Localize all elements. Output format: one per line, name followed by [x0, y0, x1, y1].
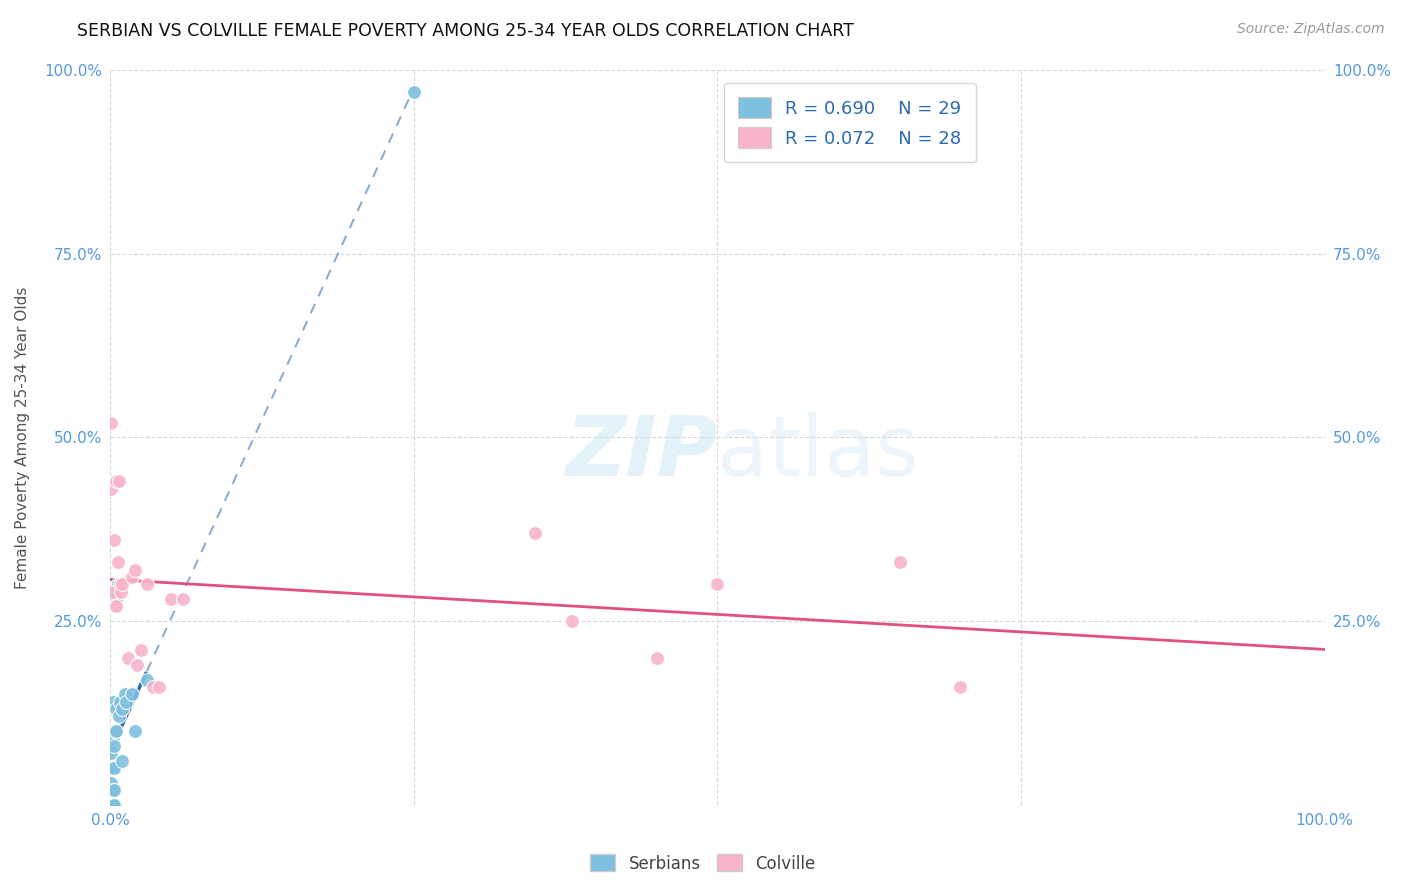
Point [101, 731, 124, 746]
Point [142, 680, 165, 694]
Point [110, 584, 132, 599]
Point [101, 695, 124, 709]
Point [125, 658, 148, 673]
Point [101, 783, 124, 797]
Point [402, 85, 425, 99]
Point [124, 563, 146, 577]
Point [114, 688, 136, 702]
Point [100, 746, 122, 760]
Point [561, 614, 583, 628]
Point [121, 688, 143, 702]
Point [172, 591, 194, 606]
Point [107, 577, 129, 591]
Point [105, 599, 128, 614]
Y-axis label: Female Poverty Among 25-34 Year Olds: Female Poverty Among 25-34 Year Olds [15, 286, 30, 589]
Point [107, 709, 129, 723]
Point [524, 525, 547, 540]
Point [105, 702, 128, 716]
Point [105, 591, 128, 606]
Point [107, 555, 129, 569]
Point [645, 650, 668, 665]
Point [111, 577, 134, 591]
Point [100, 775, 122, 789]
Legend: R = 0.690    N = 29, R = 0.072    N = 28: R = 0.690 N = 29, R = 0.072 N = 28 [724, 83, 976, 162]
Point [111, 702, 134, 716]
Legend: Serbians, Colville: Serbians, Colville [583, 847, 823, 880]
Point [100, 482, 122, 496]
Point [117, 650, 139, 665]
Point [135, 577, 157, 591]
Point [115, 695, 138, 709]
Point [105, 724, 128, 739]
Text: SERBIAN VS COLVILLE FEMALE POVERTY AMONG 25-34 YEAR OLDS CORRELATION CHART: SERBIAN VS COLVILLE FEMALE POVERTY AMONG… [77, 22, 855, 40]
Point [101, 797, 124, 812]
Point [160, 591, 183, 606]
Point [100, 416, 122, 430]
Point [129, 643, 152, 657]
Point [100, 761, 122, 775]
Point [100, 783, 122, 797]
Point [124, 724, 146, 739]
Text: atlas: atlas [717, 411, 920, 492]
Point [100, 797, 122, 812]
Point [103, 739, 125, 753]
Point [104, 599, 127, 614]
Point [104, 724, 127, 739]
Point [107, 475, 129, 489]
Point [108, 577, 131, 591]
Point [108, 695, 131, 709]
Point [889, 555, 911, 569]
Text: ZIP: ZIP [565, 411, 717, 492]
Text: Source: ZipAtlas.com: Source: ZipAtlas.com [1237, 22, 1385, 37]
Point [148, 680, 170, 694]
Point [103, 533, 125, 548]
Point [103, 797, 125, 812]
Point [101, 761, 124, 775]
Point [111, 754, 134, 768]
Point [135, 673, 157, 687]
Point [105, 475, 128, 489]
Point [949, 680, 972, 694]
Point [103, 761, 125, 775]
Point [103, 783, 125, 797]
Point [101, 584, 124, 599]
Point [706, 577, 728, 591]
Point [121, 570, 143, 584]
